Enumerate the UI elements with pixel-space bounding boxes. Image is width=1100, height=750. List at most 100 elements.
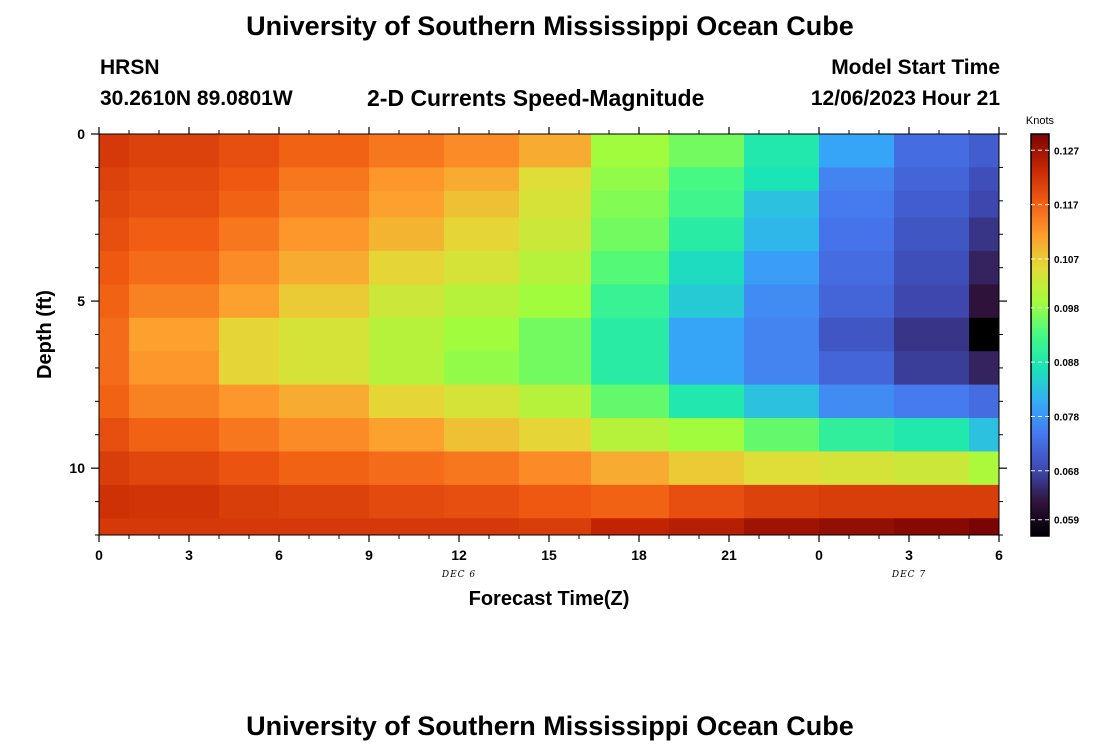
heatmap-cell-r8-c6 <box>519 351 592 386</box>
x-tick-label: 0 <box>815 547 823 563</box>
heatmap-cell-r11-c4 <box>369 451 445 486</box>
heatmap-cell-r8-c10 <box>819 351 895 386</box>
heatmap-cell-r13-c11 <box>894 518 970 536</box>
y-tick-label: 5 <box>77 293 85 309</box>
heatmap-cell-r6-c8 <box>669 284 745 319</box>
heatmap-cell-r5-c9 <box>744 250 820 285</box>
heatmap-cell-r12-c1 <box>129 484 220 519</box>
heatmap-cell-r13-c4 <box>369 518 445 536</box>
heatmap-cell-r12-c5 <box>444 484 520 519</box>
heatmap-cell-r4-c1 <box>129 217 220 252</box>
page-title: University of Southern Mississippi Ocean… <box>246 11 854 41</box>
heatmap-cell-r4-c9 <box>744 217 820 252</box>
heatmap-cell-r4-c2 <box>219 217 280 252</box>
heatmap-cell-r7-c2 <box>219 317 280 352</box>
heatmap-cell-r3-c9 <box>744 190 820 219</box>
heatmap-cell-r7-c11 <box>894 317 970 352</box>
heatmap-cell-r2-c5 <box>444 167 520 192</box>
colorbar: Knots 0.127 0.117 0.107 0.098 0.088 0.078 0.068… <box>1026 115 1079 537</box>
heatmap-cell-r10-c10 <box>819 418 895 452</box>
colorbar-unit-label: Knots <box>1026 115 1055 127</box>
heatmap-cell-r1-c4 <box>369 140 445 168</box>
heatmap-cell-r11-c5 <box>444 451 520 486</box>
heatmap-cell-r12-c3 <box>279 484 370 519</box>
heatmap-cell-r12-c0 <box>99 484 130 519</box>
heatmap-cell-r4-c3 <box>279 217 370 252</box>
colorbar-bar <box>1030 133 1050 537</box>
heatmap-cell-r13-c12 <box>969 518 1000 536</box>
x-tick-label: 6 <box>995 547 1003 563</box>
heatmap-cell-r10-c12 <box>969 418 1000 452</box>
heatmap-cell-r1-c7 <box>591 140 670 168</box>
footer-title: University of Southern Mississippi Ocean… <box>246 711 854 741</box>
heatmap-cell-r8-c2 <box>219 351 280 386</box>
heatmap-cell-r9-c5 <box>444 384 520 419</box>
heatmap-cell-r0-c8 <box>669 134 745 142</box>
heatmap-cell-r8-c3 <box>279 351 370 386</box>
axes: 0 3 6 9 12 15 18 21 0 3 6 DEC 6 DEC 7 0 5 10 Forecast Ti… <box>34 126 1007 610</box>
heatmap-cell-r3-c3 <box>279 190 370 219</box>
heatmap-cell-r9-c2 <box>219 384 280 419</box>
heatmap-cell-r5-c1 <box>129 250 220 285</box>
heatmap-cell-r8-c4 <box>369 351 445 386</box>
heatmap-cell-r6-c0 <box>99 284 130 319</box>
heatmap-cell-r2-c2 <box>219 167 280 192</box>
heatmap-cell-r7-c4 <box>369 317 445 352</box>
heatmap-cell-r5-c2 <box>219 250 280 285</box>
heatmap-cell-r6-c9 <box>744 284 820 319</box>
heatmap-cell-r5-c11 <box>894 250 970 285</box>
heatmap-cell-r11-c9 <box>744 451 820 486</box>
heatmap-cell-r13-c3 <box>279 518 370 536</box>
heatmap-cell-r11-c8 <box>669 451 745 486</box>
heatmap-cell-r13-c5 <box>444 518 520 536</box>
heatmap-cell-r6-c6 <box>519 284 592 319</box>
heatmap-cell-r11-c0 <box>99 451 130 486</box>
colorbar-tick-label: 0.059 <box>1054 516 1079 527</box>
x-axis-title: Forecast Time(Z) <box>469 588 630 610</box>
heatmap-cell-r2-c11 <box>894 167 970 192</box>
heatmap-cell-r6-c2 <box>219 284 280 319</box>
heatmap-cell-r9-c11 <box>894 384 970 419</box>
heatmap-cell-r1-c3 <box>279 140 370 168</box>
heatmap-cell-r11-c2 <box>219 451 280 486</box>
heatmap-cell-r7-c10 <box>819 317 895 352</box>
heatmap-cell-r5-c10 <box>819 250 895 285</box>
heatmap-cell-r12-c12 <box>969 484 1000 519</box>
heatmap-cell-r7-c1 <box>129 317 220 352</box>
heatmap-cell-r1-c2 <box>219 140 280 168</box>
heatmap-cell-r2-c9 <box>744 167 820 192</box>
heatmap-cell-r0-c6 <box>519 134 592 142</box>
heatmap-cell-r12-c9 <box>744 484 820 519</box>
heatmap-cell-r2-c10 <box>819 167 895 192</box>
heatmap-cell-r12-c4 <box>369 484 445 519</box>
heatmap-cell-r10-c9 <box>744 418 820 452</box>
heatmap-cell-r0-c2 <box>219 134 280 142</box>
heatmap-cell-r7-c0 <box>99 317 130 352</box>
heatmap-cell-r11-c7 <box>591 451 670 486</box>
heatmap-cell-r7-c6 <box>519 317 592 352</box>
heatmap-cell-r10-c0 <box>99 418 130 452</box>
day-label: DEC 7 <box>891 570 926 580</box>
heatmap-cell-r3-c11 <box>894 190 970 219</box>
heatmap-cell-r5-c5 <box>444 250 520 285</box>
heatmap-cell-r12-c6 <box>519 484 592 519</box>
heatmap-cell-r8-c11 <box>894 351 970 386</box>
heatmap-cell-r11-c11 <box>894 451 970 486</box>
heatmap-cell-r10-c2 <box>219 418 280 452</box>
heatmap-cell-r1-c9 <box>744 140 820 168</box>
heatmap-cell-r9-c3 <box>279 384 370 419</box>
heatmap-cell-r8-c0 <box>99 351 130 386</box>
heatmap-cell-r0-c10 <box>819 134 895 142</box>
heatmap-cell-r5-c3 <box>279 250 370 285</box>
heatmap-cell-r8-c12 <box>969 351 1000 386</box>
heatmap-cell-r1-c8 <box>669 140 745 168</box>
heatmap-cells <box>99 134 1000 536</box>
x-tick-label: 3 <box>905 547 913 563</box>
heatmap-cell-r1-c0 <box>99 140 130 168</box>
colorbar-tick-label: 0.107 <box>1054 255 1079 266</box>
heatmap-cell-r10-c7 <box>591 418 670 452</box>
heatmap-cell-r0-c12 <box>969 134 1000 142</box>
heatmap-cell-r11-c6 <box>519 451 592 486</box>
heatmap-cell-r6-c10 <box>819 284 895 319</box>
